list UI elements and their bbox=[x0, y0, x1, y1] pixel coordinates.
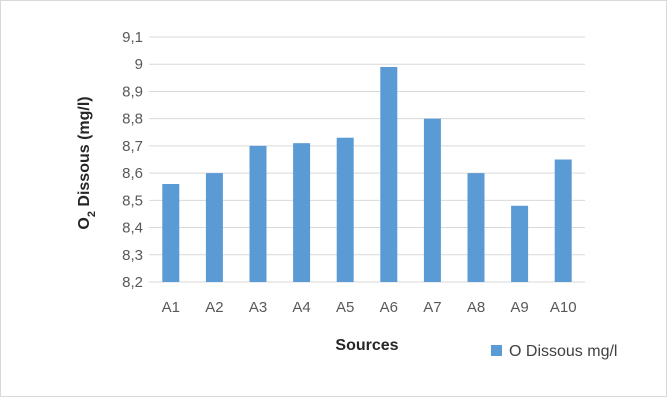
y-tick-label: 8,9 bbox=[122, 83, 143, 100]
x-tick-label: A9 bbox=[510, 299, 528, 316]
y-axis-label-prefix: O bbox=[76, 217, 93, 229]
bar-a10 bbox=[554, 159, 572, 282]
legend: O Dissous mg/l bbox=[491, 343, 617, 360]
legend-swatch bbox=[491, 345, 502, 356]
legend-label: O Dissous mg/l bbox=[509, 343, 617, 360]
x-axis-label: Sources bbox=[335, 337, 398, 354]
bar-a9 bbox=[511, 205, 529, 282]
bar-a6 bbox=[380, 66, 398, 282]
x-tick-label: A4 bbox=[292, 299, 310, 316]
x-tick-label: A3 bbox=[249, 299, 267, 316]
bar-a3 bbox=[249, 145, 267, 282]
x-tick-label: A7 bbox=[423, 299, 441, 316]
bar-a5 bbox=[336, 137, 354, 282]
y-tick-label: 8,2 bbox=[122, 274, 143, 291]
bars bbox=[162, 66, 572, 283]
x-tick-label: A5 bbox=[336, 299, 354, 316]
x-tick-labels: A1 A2 A3 A4 A5 A6 A7 A8 A9 A10 bbox=[162, 299, 577, 316]
x-tick-label: A1 bbox=[162, 299, 180, 316]
x-tick-label: A8 bbox=[467, 299, 485, 316]
x-tick-label: A2 bbox=[205, 299, 223, 316]
y-tick-label: 8,6 bbox=[122, 165, 143, 182]
y-axis-label-suffix: Dissous (mg/l) bbox=[76, 96, 93, 211]
y-tick-label: 8,4 bbox=[122, 220, 143, 237]
y-tick-label: 8,8 bbox=[122, 111, 143, 128]
y-tick-label: 8,5 bbox=[122, 192, 143, 209]
y-tick-label: 8,7 bbox=[122, 138, 143, 155]
y-tick-label: 9 bbox=[135, 56, 143, 73]
y-axis-label-subscript: 2 bbox=[86, 211, 98, 217]
y-tick-label: 9,1 bbox=[122, 29, 143, 46]
bar-a4 bbox=[293, 143, 311, 282]
bar-a8 bbox=[467, 173, 485, 282]
x-tick-label: A10 bbox=[550, 299, 577, 316]
bar-a2 bbox=[205, 173, 223, 282]
x-tick-label: A6 bbox=[380, 299, 398, 316]
bar-a1 bbox=[162, 184, 180, 282]
y-tick-label: 8,3 bbox=[122, 247, 143, 264]
y-tick-labels: 8,2 8,3 8,4 8,5 8,6 8,7 8,8 8,9 9 9,1 bbox=[122, 29, 143, 291]
bar-a7 bbox=[423, 118, 441, 283]
y-axis-label: O2 Dissous (mg/l) bbox=[76, 96, 98, 229]
